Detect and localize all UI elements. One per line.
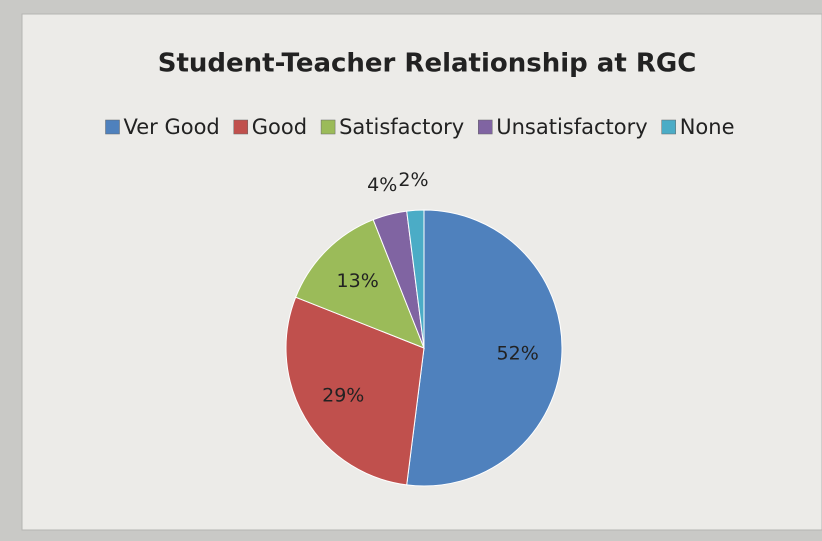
data-label: 29%	[322, 384, 364, 406]
data-label: 13%	[337, 270, 379, 292]
chart-title: Student-Teacher Relationship at RGC	[158, 49, 697, 79]
pie-slice	[285, 296, 425, 486]
data-label: 2%	[398, 169, 428, 191]
legend-swatch	[661, 119, 676, 135]
pie-slice	[295, 219, 425, 349]
legend-label: Unsatisfactory	[496, 115, 647, 139]
legend-swatch	[233, 119, 249, 135]
legend-label: Ver Good	[124, 115, 220, 139]
legend-swatch	[478, 119, 493, 135]
legend-label: Satisfactory	[339, 115, 464, 139]
data-label: 52%	[497, 342, 539, 364]
legend-label: Good	[252, 115, 307, 139]
legend-swatch	[320, 119, 336, 135]
legend-label: None	[680, 115, 735, 139]
data-label: 4%	[367, 174, 397, 196]
legend-swatch	[105, 119, 120, 135]
pie-slice	[406, 209, 563, 487]
pie-slice	[406, 209, 425, 349]
